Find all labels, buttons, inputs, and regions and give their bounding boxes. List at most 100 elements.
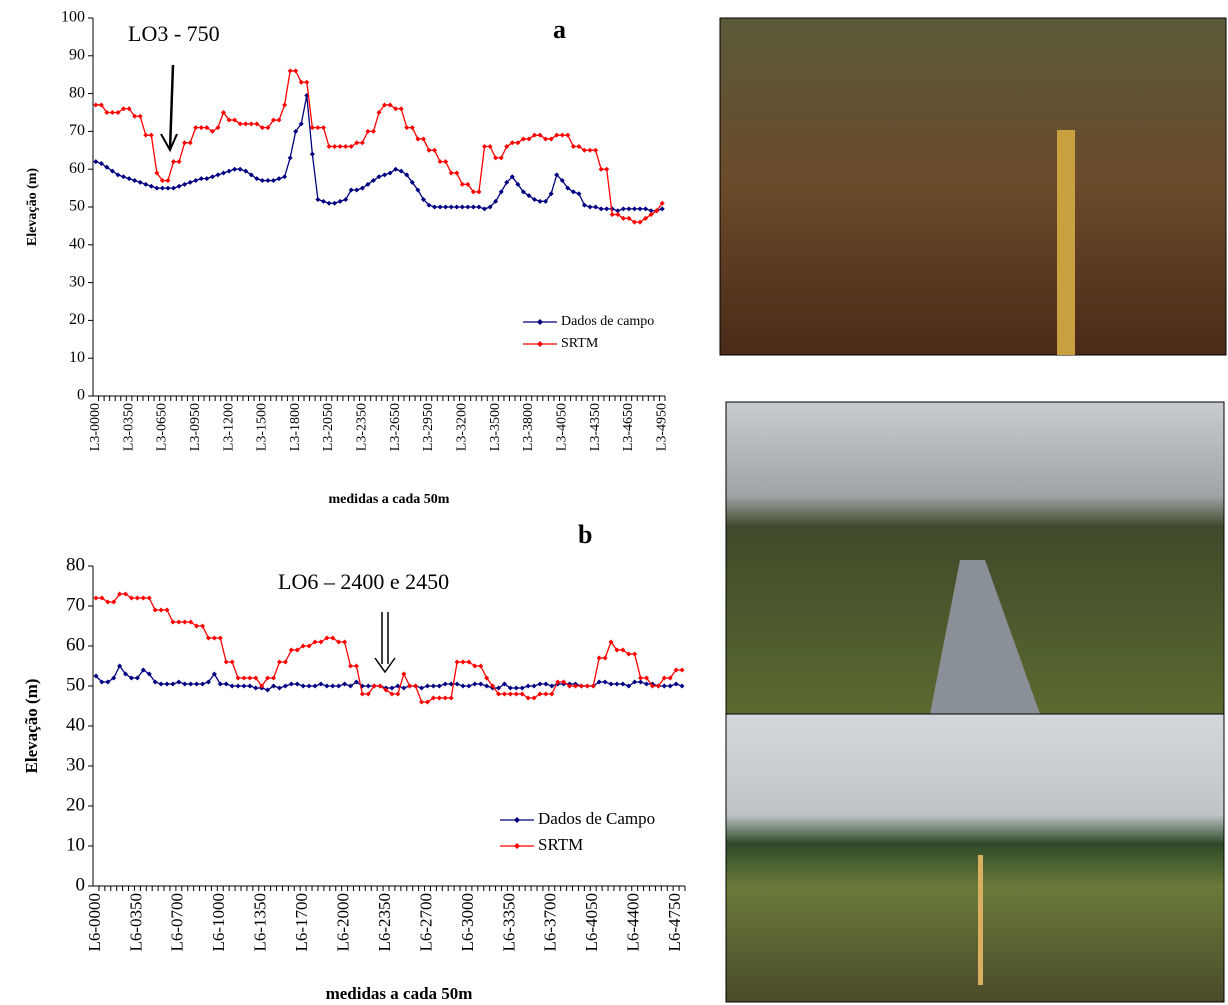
data-point [137,179,143,185]
data-point [620,215,626,221]
data-point [578,683,584,689]
data-point [509,174,515,180]
data-point [525,683,531,689]
x-tick-label: L6-1350 [251,893,270,952]
data-point [159,185,165,191]
data-point [504,179,510,185]
data-point [359,691,365,697]
data-point [309,125,315,131]
data-point [229,683,235,689]
data-point [376,174,382,180]
data-point [419,685,425,691]
data-point [137,113,143,119]
legend-label: Dados de campo [561,314,654,329]
data-point [132,178,138,184]
data-point [165,185,171,191]
data-point [221,170,227,176]
x-tick-label: L3-1500 [255,403,270,451]
data-point [496,685,502,691]
data-point [343,144,349,150]
y-tick-label: 20 [66,794,85,815]
data-point [288,681,294,687]
data-point [466,683,472,689]
data-point [223,681,229,687]
x-tick-label: L3-4650 [621,403,636,451]
data-point [593,204,599,210]
x-axis-title: medidas a cada 50m [326,984,473,1003]
data-point [531,132,537,138]
data-point [221,110,227,115]
data-point [659,206,665,212]
data-point [93,159,99,165]
y-tick-label: 10 [66,834,85,855]
data-point [332,144,338,150]
data-point [420,196,426,202]
data-point [460,683,466,689]
data-point [604,166,610,172]
x-tick-label: L6-4400 [624,893,643,952]
data-point [204,176,210,182]
data-point [271,683,277,689]
data-point [143,181,149,187]
data-point [158,607,164,613]
data-point [602,655,608,661]
data-point [382,102,388,108]
data-point [282,683,288,689]
data-point [581,202,587,208]
data-point [484,683,490,689]
data-point [644,675,650,681]
y-tick-label: 100 [61,9,85,26]
data-point [229,659,235,665]
data-point [587,147,593,153]
data-point [537,691,543,697]
data-point [154,185,160,191]
data-point [170,619,176,625]
photo-forest [719,17,1227,356]
data-point [393,106,399,112]
data-point [493,155,499,161]
data-point [513,691,519,697]
data-point [387,170,393,176]
data-point [300,643,306,649]
data-point [581,147,587,153]
data-point [389,691,395,697]
data-point [626,683,632,689]
x-tick-label: L3-2350 [355,403,370,451]
data-point [204,125,210,131]
x-tick-label: L3-2050 [321,403,336,451]
y-tick-label: 0 [76,874,86,895]
data-point [465,181,471,187]
data-point [312,639,318,645]
data-point [320,125,326,131]
data-point [330,683,336,689]
data-point [389,685,395,691]
data-point [526,136,532,142]
data-point [454,681,460,687]
data-point [194,681,200,687]
data-point [365,683,371,689]
data-point [602,679,608,685]
data-point [243,121,249,127]
series-line [95,593,683,703]
data-point [554,172,560,178]
y-tick-label: 80 [66,554,85,575]
y-tick-label: 60 [66,634,85,655]
data-point [235,683,241,689]
data-point [93,595,99,601]
data-point [198,176,204,182]
data-point [188,681,194,687]
data-point [330,635,336,641]
x-tick-label: L6-2700 [416,893,435,952]
data-point [437,204,443,210]
data-point [265,125,271,131]
data-point [105,679,111,685]
x-tick-label: L3-4350 [588,403,603,451]
data-point [570,144,576,150]
data-point [667,675,673,681]
data-point [649,683,655,689]
legend-marker [514,817,520,823]
data-point [593,147,599,153]
data-point [111,675,117,681]
panel-label: b [578,520,592,549]
